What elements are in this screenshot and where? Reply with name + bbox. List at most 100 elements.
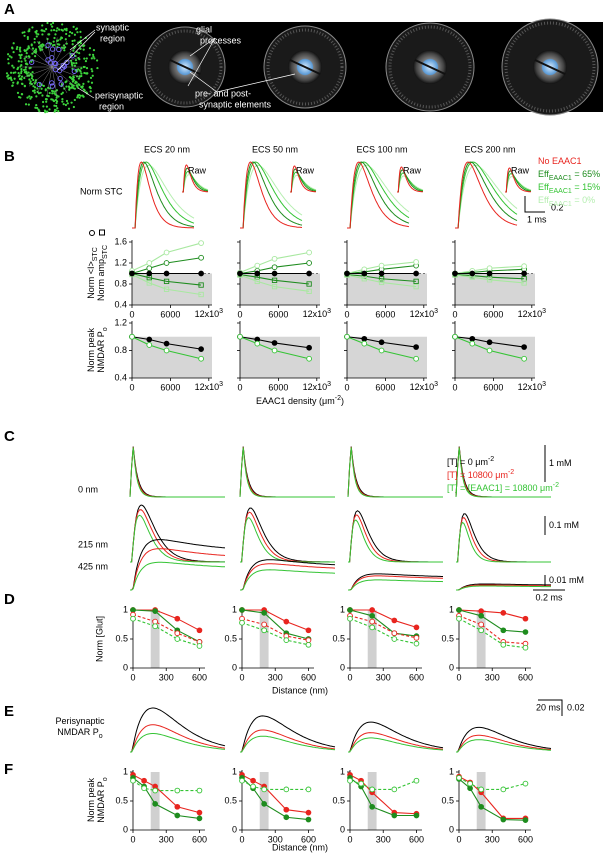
x-tick-label-part: 3	[434, 308, 438, 315]
marker	[271, 340, 278, 346]
glia-dot	[92, 55, 95, 58]
glia-dot	[19, 56, 22, 60]
series-line	[458, 609, 526, 633]
legend-entry: EffEAAC1 = 15%	[538, 182, 600, 195]
glia-dot	[23, 31, 26, 34]
marker	[456, 615, 462, 622]
glia-dot	[8, 76, 11, 80]
glia-dot	[53, 43, 56, 47]
glia-dot	[60, 92, 63, 96]
glia-dot	[16, 91, 20, 94]
x-tick-label-part: 12x10	[303, 309, 328, 319]
glia-dot	[21, 31, 24, 34]
glia-dot	[70, 101, 73, 104]
stc-trace	[455, 161, 518, 229]
column-title: ECS 20 nm	[144, 144, 190, 154]
marker	[413, 355, 419, 362]
glia-dot	[59, 38, 62, 41]
marker	[378, 276, 385, 282]
row-label: 425 nm	[78, 561, 108, 571]
marker	[391, 786, 398, 793]
marker	[163, 249, 170, 256]
glia-dot	[33, 91, 36, 94]
glia-dot	[51, 92, 54, 95]
spoke	[51, 47, 76, 68]
raw-label: Raw	[296, 165, 315, 175]
x-label-part: -2	[335, 395, 341, 402]
series-line	[346, 274, 417, 288]
marker	[521, 263, 527, 270]
glia-dot	[27, 45, 30, 48]
glia-dot	[74, 28, 78, 31]
raw-label: Raw	[511, 165, 530, 175]
series-line	[349, 780, 417, 790]
x-tick-label: 0	[344, 382, 349, 392]
synapse	[52, 66, 59, 73]
glia-dot	[12, 66, 15, 69]
glia-dot	[74, 59, 78, 62]
glia-dot	[64, 103, 68, 107]
stc-trace	[455, 161, 518, 229]
y-label-part: Norm <I>	[86, 261, 96, 299]
marker	[237, 333, 243, 340]
x-tick-label: 6000	[375, 382, 395, 392]
marker	[283, 786, 290, 793]
x-tick-label: 0	[239, 834, 244, 844]
glia-dot	[78, 52, 81, 55]
marker	[391, 812, 398, 819]
x-tick-label: 0	[344, 309, 349, 319]
glia-texture	[266, 28, 344, 106]
po-trace	[240, 729, 336, 753]
marker	[347, 607, 353, 613]
x-tick-label: 300	[268, 672, 283, 682]
glia-dot	[20, 68, 23, 71]
glia-dot	[55, 101, 58, 105]
glia-dot	[67, 107, 71, 110]
glia-dot	[38, 41, 41, 44]
glia-dot	[23, 57, 26, 60]
glia-dot	[62, 103, 65, 106]
marker	[152, 623, 159, 630]
x-tick-label: 12x103	[410, 381, 439, 392]
pointer	[77, 87, 95, 99]
x-tick-label-part: 3	[542, 381, 546, 388]
glia-dot	[58, 43, 61, 46]
marker	[378, 270, 385, 277]
series-line	[239, 274, 310, 285]
cleft	[169, 59, 201, 75]
glia-dot	[93, 57, 96, 60]
legend-entry-part: EAAC1	[549, 175, 572, 182]
x-label-part: EAAC1 density (μm	[256, 396, 335, 406]
glut-trace	[348, 579, 444, 591]
series-line	[241, 622, 309, 646]
row-label: Perisynaptic	[55, 716, 105, 726]
glia-dot	[30, 95, 33, 99]
marker	[521, 270, 527, 277]
legend-entry: [T] = 0 μm-2	[447, 456, 494, 467]
glut-trace	[455, 447, 551, 498]
series-line	[133, 609, 200, 631]
marker	[271, 270, 278, 277]
scale-label: 0.2 ms	[535, 592, 563, 602]
series-line	[346, 336, 417, 360]
marker	[413, 812, 420, 819]
glia-dot	[72, 25, 75, 28]
panel-label: F	[4, 761, 13, 778]
marker	[146, 342, 153, 348]
glia-dot	[31, 75, 34, 78]
marker	[239, 619, 245, 626]
y-tick-label: 0.5	[115, 795, 128, 805]
series-line	[239, 336, 310, 349]
glut-trace	[239, 446, 335, 498]
y-tick-label: 1	[340, 766, 345, 776]
glia-dot	[73, 64, 77, 67]
marker	[305, 786, 312, 793]
x-tick-label-part: 3	[219, 381, 223, 388]
spoke	[23, 56, 53, 68]
x-tick-label: 0	[130, 672, 135, 682]
marker	[456, 774, 462, 781]
glia-dot	[72, 75, 75, 78]
glia-dot	[37, 92, 41, 95]
glia-dot	[29, 97, 32, 100]
x-tick-label: 300	[159, 672, 174, 682]
